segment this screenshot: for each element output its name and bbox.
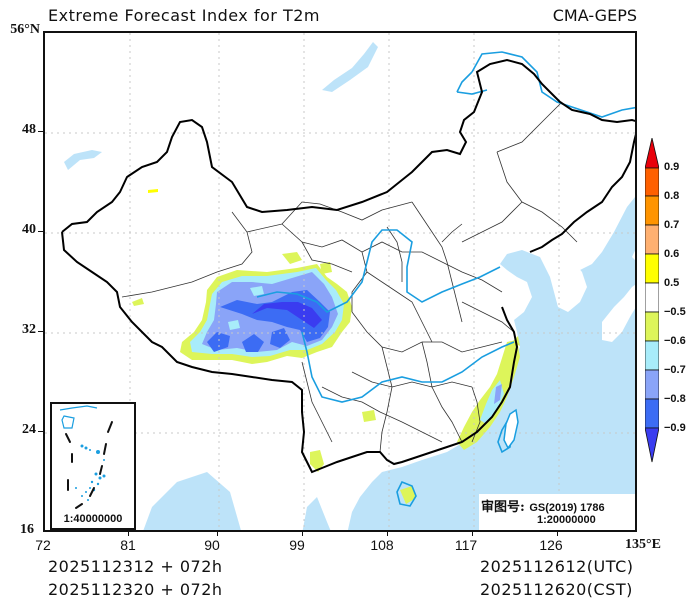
colorbar-label-neg0.9: −0.9 — [664, 422, 686, 434]
x-tick — [472, 532, 473, 536]
init-time-utc: 2025112312 + 072h — [48, 557, 223, 576]
valid-time-utc: 2025112612(UTC) — [480, 557, 634, 576]
taiwan-outline — [503, 408, 519, 450]
lon-label-108: 108 — [370, 537, 394, 553]
lon-label-72: 72 — [35, 537, 51, 553]
south-china-sea-inset: 1:40000000 — [50, 402, 136, 530]
colorbar-label-neg0.8: −0.8 — [664, 393, 686, 405]
lat-label-40: 40 — [22, 222, 36, 237]
lon-label-90: 90 — [204, 537, 220, 553]
map-panel — [43, 31, 637, 532]
map-canvas — [45, 33, 635, 530]
approval-label: 审图号: — [481, 500, 525, 515]
x-tick — [217, 532, 218, 536]
x-tick — [128, 532, 129, 536]
inset-scale-label: 1:40000000 — [63, 513, 123, 525]
y-tick — [38, 231, 43, 232]
colorbar-label-neg0.5: −0.5 — [664, 306, 686, 318]
national-border — [61, 58, 635, 474]
lon-label-126: 126 — [539, 537, 563, 553]
valid-time-cst: 2025112620(CST) — [480, 580, 633, 599]
approval-code: GS(2019) 1786 — [529, 502, 605, 514]
efi-colorbar — [645, 138, 659, 463]
y-tick — [38, 431, 43, 432]
y-tick — [38, 131, 43, 132]
lon-label-135: 135°E — [625, 537, 661, 552]
map-scale-label: 1:20000000 — [537, 514, 596, 526]
colorbar-label-neg0.7: −0.7 — [664, 364, 686, 376]
approval-number: 审图号: GS(2019) 1786 — [481, 496, 605, 515]
lat-label-24: 24 — [22, 422, 36, 437]
lon-label-99: 99 — [289, 537, 305, 553]
lon-label-117: 117 — [454, 537, 478, 553]
map-approval-box: 审图号: GS(2019) 1786 1:20000000 — [479, 494, 635, 530]
colorbar-label-0.6: 0.6 — [664, 248, 680, 260]
colorbar-label-0.8: 0.8 — [664, 190, 680, 202]
lon-label-81: 81 — [120, 537, 136, 553]
colorbar-label-0.5: 0.5 — [664, 277, 680, 289]
y-tick — [38, 331, 43, 332]
province-boundaries — [121, 101, 578, 453]
x-tick — [302, 532, 303, 536]
chart-title: Extreme Forecast Index for T2m — [48, 6, 320, 25]
colorbar-label-0.9: 0.9 — [664, 161, 680, 173]
colorbar-label-neg0.6: −0.6 — [664, 335, 686, 347]
lat-label-56: 56°N — [10, 22, 40, 37]
init-time-cst: 2025112320 + 072h — [48, 580, 223, 599]
colorbar-label-0.7: 0.7 — [664, 219, 680, 231]
inset-map — [59, 405, 113, 509]
x-tick — [387, 532, 388, 536]
lat-label-48: 48 — [22, 122, 36, 137]
lat-label-16: 16 — [20, 522, 34, 537]
x-tick — [557, 532, 558, 536]
lat-label-32: 32 — [22, 322, 36, 337]
model-source-label: CMA-GEPS — [552, 6, 637, 25]
